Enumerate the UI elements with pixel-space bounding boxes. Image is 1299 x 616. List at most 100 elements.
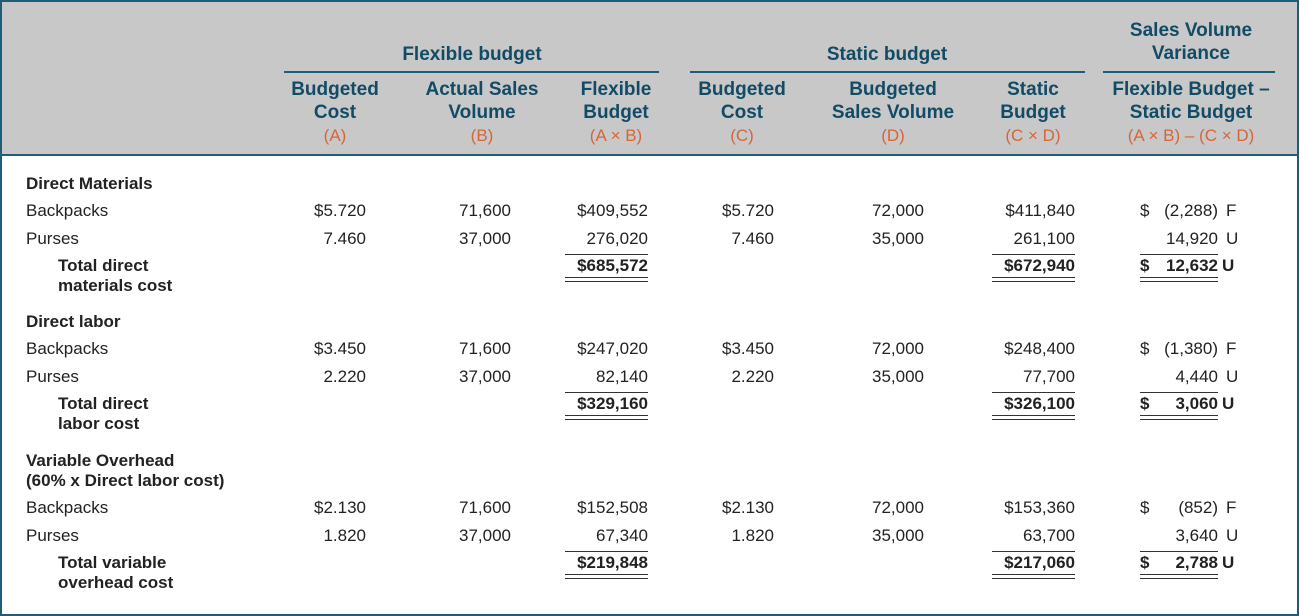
cell-d: 72,000 (872, 201, 924, 220)
group-variance-line2: Variance (1151, 43, 1231, 64)
column-header-l1: Budgeted (849, 79, 937, 100)
total-double-rule (992, 415, 1075, 420)
column-header-l1: Static (1007, 79, 1059, 100)
group-flexible-budget: Flexible budget (402, 44, 542, 65)
column-header-l2: Cost (720, 102, 764, 123)
total-double-rule (1140, 415, 1218, 420)
cell-d: 35,000 (872, 367, 924, 386)
row-label: Purses (26, 229, 79, 248)
cell-d: 35,000 (872, 229, 924, 248)
cell-b: 71,600 (459, 339, 511, 358)
total-label: Total direct (58, 256, 149, 275)
variance-flag: U (1222, 256, 1235, 275)
total-label: overhead cost (58, 573, 174, 592)
section-title: (60% x Direct labor cost) (26, 471, 225, 490)
variance-dollar: $ (1140, 498, 1150, 517)
total-double-rule (565, 415, 648, 420)
row-label: Backpacks (26, 498, 109, 517)
subtotal-rule (565, 254, 648, 255)
total-label: Total direct (58, 394, 149, 413)
column-header-code: (A × B) (589, 126, 643, 145)
column-header-l1: Flexible (580, 79, 652, 100)
variance-flag: F (1226, 339, 1237, 358)
column-header-code: (B) (470, 126, 494, 145)
cell-cd: 261,100 (1013, 229, 1075, 248)
variance-amount: (852) (1178, 498, 1218, 517)
table-header: Flexible budget Static budget Sales Volu… (2, 2, 1297, 156)
cell-ab: 82,140 (596, 367, 648, 386)
variance-dollar: $ (1140, 394, 1150, 413)
total-static-budget: $217,060 (1004, 553, 1075, 572)
cell-ab: 67,340 (596, 526, 648, 545)
subtotal-rule (565, 551, 648, 552)
variance-flag: U (1222, 553, 1235, 572)
column-header: Static Budget (C × D) (1000, 78, 1065, 147)
section-title: Direct labor (26, 312, 121, 331)
group-variance-line1: Sales Volume (1129, 20, 1253, 41)
cell-ab: $152,508 (577, 498, 648, 517)
cell-d: 35,000 (872, 526, 924, 545)
column-header-l1: Budgeted (698, 79, 786, 100)
total-label: materials cost (58, 276, 173, 295)
total-variance-amount: 3,060 (1175, 394, 1218, 413)
column-header-l2: Static Budget (1129, 102, 1253, 123)
cell-b: 71,600 (459, 498, 511, 517)
total-variance-amount: 12,632 (1166, 256, 1218, 275)
column-header-l2: Cost (313, 102, 357, 123)
cell-d: 72,000 (872, 339, 924, 358)
cell-a: 1.820 (323, 526, 366, 545)
column-header: Budgeted Cost (A) (291, 78, 379, 147)
total-variance-amount: 2,788 (1175, 553, 1218, 572)
cell-cd: $411,840 (1005, 201, 1075, 220)
total-flexible-budget: $219,848 (577, 553, 648, 572)
cell-a: $5.720 (314, 201, 366, 220)
cell-cd: 77,700 (1023, 367, 1075, 386)
variance-dollar: $ (1140, 339, 1150, 358)
total-static-budget: $326,100 (1004, 394, 1075, 413)
variance-dollar: $ (1140, 201, 1150, 220)
variance-flag: U (1226, 526, 1239, 545)
subtotal-rule (1140, 551, 1218, 552)
column-header: Flexible Budget (A × B) (581, 78, 652, 147)
cell-ab: 276,020 (586, 229, 648, 248)
variance-dollar: $ (1140, 256, 1150, 275)
cell-a: $2.130 (314, 498, 366, 517)
cell-a: 2.220 (323, 367, 366, 386)
cell-c: $3.450 (722, 339, 774, 358)
group-variance: Sales Volume Variance (1130, 19, 1252, 65)
column-header-code: (C × D) (1005, 126, 1061, 145)
column-header-code: (A × B) – (C × D) (1127, 126, 1255, 145)
total-double-rule (565, 574, 648, 579)
cell-cd: 63,700 (1023, 526, 1075, 545)
cell-d: 72,000 (872, 498, 924, 517)
subtotal-rule (565, 392, 648, 393)
column-header: Actual Sales Volume (B) (426, 78, 539, 147)
cell-ab: $409,552 (577, 201, 648, 220)
total-static-budget: $672,940 (1004, 256, 1075, 275)
variance-amount: 4,440 (1175, 367, 1218, 386)
variance-flag: F (1226, 201, 1237, 220)
variance-flag: U (1222, 394, 1235, 413)
row-label: Purses (26, 526, 79, 545)
group-static-budget: Static budget (826, 44, 948, 65)
column-header-l2: Budget (583, 102, 649, 123)
total-label: Total variable (58, 553, 167, 572)
total-double-rule (992, 574, 1075, 579)
cell-c: 1.820 (731, 526, 774, 545)
variance-amount: 3,640 (1175, 526, 1218, 545)
total-double-rule (1140, 277, 1218, 282)
cell-c: $2.130 (722, 498, 774, 517)
cell-cd: $248,400 (1004, 339, 1075, 358)
cell-a: $3.450 (314, 339, 366, 358)
subtotal-rule (1140, 392, 1218, 393)
column-header-l2: Budget (1000, 102, 1066, 123)
cell-c: 7.460 (731, 229, 774, 248)
row-label: Backpacks (26, 339, 109, 358)
column-header: Budgeted Sales Volume (D) (832, 78, 954, 147)
variance-flag: U (1226, 229, 1239, 248)
cell-a: 7.460 (323, 229, 366, 248)
variance-flag: F (1226, 498, 1237, 517)
column-header-l1: Actual Sales (425, 79, 539, 100)
column-header-code: (D) (881, 126, 905, 145)
